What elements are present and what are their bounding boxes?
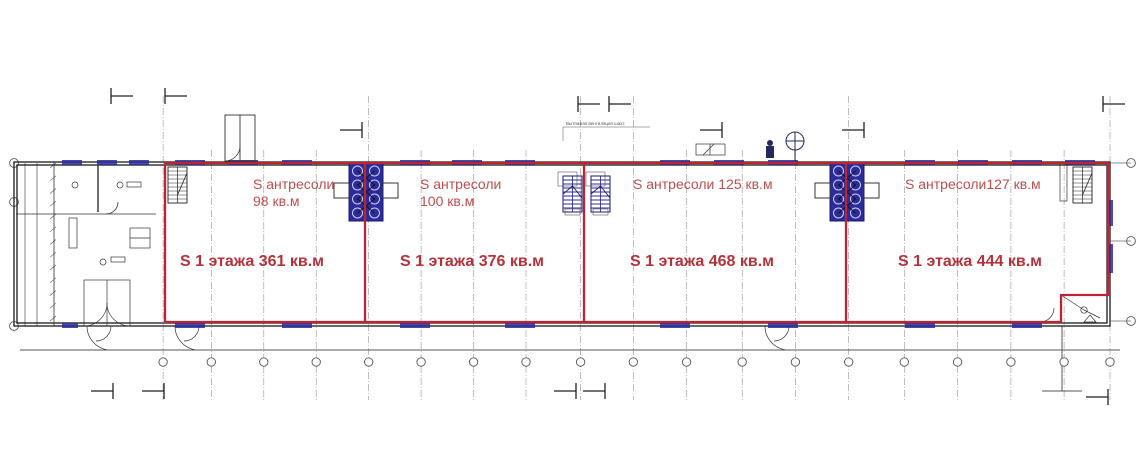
svg-text:98 кв.м: 98 кв.м (253, 193, 300, 209)
svg-text:S антресоли 125 кв.м: S антресоли 125 кв.м (633, 176, 773, 192)
svg-text:S 1 этажа 444 кв.м: S 1 этажа 444 кв.м (898, 253, 1042, 270)
svg-text:S антресоли: S антресоли (253, 176, 334, 192)
svg-text:S 1 этажа 376 кв.м: S 1 этажа 376 кв.м (400, 253, 544, 270)
svg-text:100 кв.м: 100 кв.м (420, 193, 474, 209)
svg-text:S 1 этажа 468 кв.м: S 1 этажа 468 кв.м (630, 253, 774, 270)
svg-text:S антресоли: S антресоли (420, 176, 501, 192)
svg-text:S 1 этажа 361 кв.м: S 1 этажа 361 кв.м (180, 253, 324, 270)
svg-text:Вытяжная вентиляция шахт.: Вытяжная вентиляция шахт. (566, 121, 625, 126)
svg-text:S антресоли127 кв.м: S антресоли127 кв.м (905, 176, 1041, 192)
